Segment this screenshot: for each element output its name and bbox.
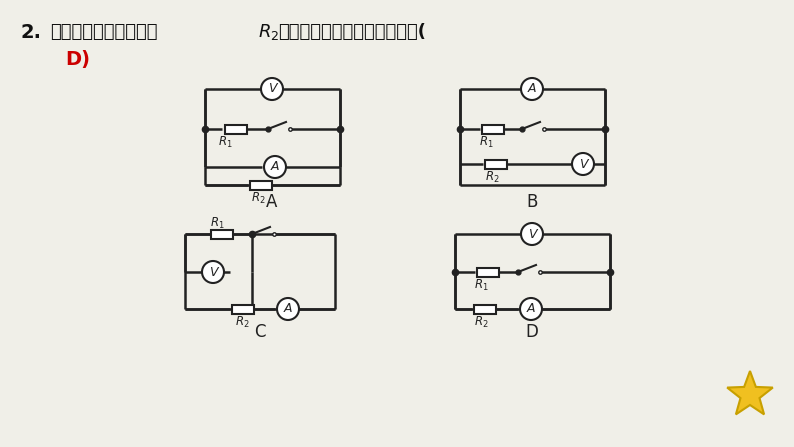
Bar [485,160,507,169]
Text: $R_1$: $R_1$ [479,135,493,150]
Text: $R_1$: $R_1$ [218,135,233,150]
Circle shape [202,261,224,283]
Text: C: C [254,323,266,341]
Text: $R_2$: $R_2$ [474,315,488,330]
Text: V: V [579,157,588,170]
Circle shape [264,156,286,178]
Bar [474,304,496,313]
Text: V: V [209,266,218,278]
Text: $R_2$: $R_2$ [484,170,499,185]
Circle shape [261,78,283,100]
Text: 返回: 返回 [746,391,754,400]
Text: A: A [526,303,535,316]
Text: $R_2$: $R_2$ [235,315,249,330]
Text: D): D) [65,50,90,68]
Text: A: A [528,83,536,96]
Text: $R_1$: $R_1$ [474,278,488,293]
Text: 下列电路中电压表测量: 下列电路中电压表测量 [50,23,157,41]
Text: $R_1$: $R_1$ [210,216,225,231]
Bar [250,181,272,190]
Circle shape [521,78,543,100]
Circle shape [277,298,299,320]
Text: D: D [526,323,538,341]
Text: $R_2$: $R_2$ [258,22,279,42]
Circle shape [572,153,594,175]
Text: A: A [271,160,279,173]
Text: 2.: 2. [20,22,41,42]
Bar [232,304,254,313]
Bar [225,125,247,134]
Text: V: V [528,228,536,240]
Text: B: B [526,193,538,211]
Polygon shape [727,371,773,414]
Bar [211,229,233,239]
Bar [482,125,504,134]
Circle shape [520,298,542,320]
Text: V: V [268,83,276,96]
Text: A: A [283,303,292,316]
Text: 两端电压，且电路连接正确是(: 两端电压，且电路连接正确是( [278,23,426,41]
Circle shape [521,223,543,245]
Text: A: A [266,193,278,211]
Text: $R_2$: $R_2$ [251,191,265,206]
Bar [477,267,499,277]
